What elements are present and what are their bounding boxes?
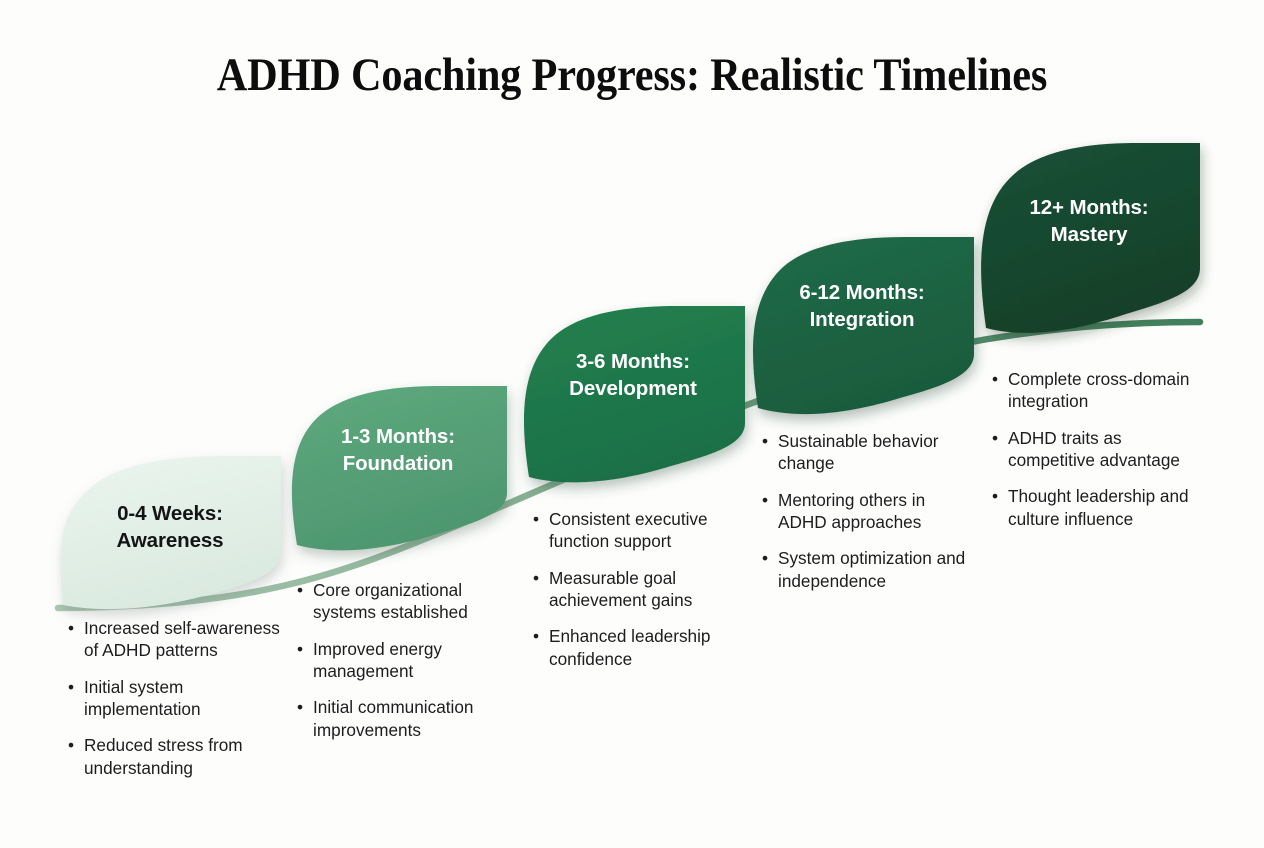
list-item: • ADHD traits as competitive advantage [992,427,1180,471]
stage-shape-foundation[interactable]: 1-3 Months: Foundation [287,385,509,557]
bullet-dot-icon: • [533,567,540,588]
bullet-dot-icon: • [762,489,769,510]
bullet-dot-icon: • [297,638,304,659]
bullet-dot-icon: • [992,427,999,448]
bullet-list-integration: • Sustainable behavior change • Mentoring … [762,430,966,592]
bullet-dot-icon: • [533,509,540,529]
bullet-dot-icon: • [68,618,75,638]
list-item: • Mentoring others in ADHD approaches [762,489,926,533]
list-item: • Measurable goal achievement gains [533,567,693,611]
list-item: • Enhanced leadership confidence [533,626,711,669]
bullet-dot-icon: • [68,676,75,697]
list-item: • Thought leadership and culture influenc… [992,486,1189,529]
bullet-list-foundation: • Core organizational systems established… [297,579,509,741]
bullet-list-mastery: • Complete cross-domain integration • ADHD… [992,368,1192,530]
bullet-list-development: • Consistent executive function support •… [533,508,741,670]
bullet-dot-icon: • [297,580,304,600]
bullet-dot-icon: • [762,431,769,451]
list-item: • Initial communication improvements [297,697,474,740]
list-item: • Consistent executive function support [533,509,708,552]
stage-shape-development[interactable]: 3-6 Months: Development [519,305,747,490]
stage-shape-integration[interactable]: 6-12 Months: Integration [748,236,976,422]
list-item: • Initial system implementation [68,676,201,720]
list-item: • Increased self-awareness of ADHD patter… [68,618,280,661]
bullet-dot-icon: • [533,626,540,647]
bullet-dot-icon: • [68,735,75,756]
list-item: • Improved energy management [297,638,442,682]
list-item: • Sustainable behavior change [762,431,939,474]
bullet-list-awareness: • Increased self-awareness of ADHD patter… [68,617,283,779]
bullet-dot-icon: • [762,548,769,569]
list-item: • Complete cross-domain integration [992,369,1190,412]
list-item: • System optimization and independence [762,548,966,591]
bullet-dot-icon: • [297,697,304,718]
bullet-dot-icon: • [992,369,999,389]
bullet-dot-icon: • [992,486,999,507]
stage-shape-mastery[interactable]: 12+ Months: Mastery [976,142,1202,342]
list-item: • Core organizational systems established [297,580,468,623]
stage-shape-awareness[interactable]: 0-4 Weeks: Awareness [55,455,285,615]
page-title: ADHD Coaching Progress: Realistic Timeli… [216,49,1048,101]
list-item: • Reduced stress from understanding [68,735,243,778]
